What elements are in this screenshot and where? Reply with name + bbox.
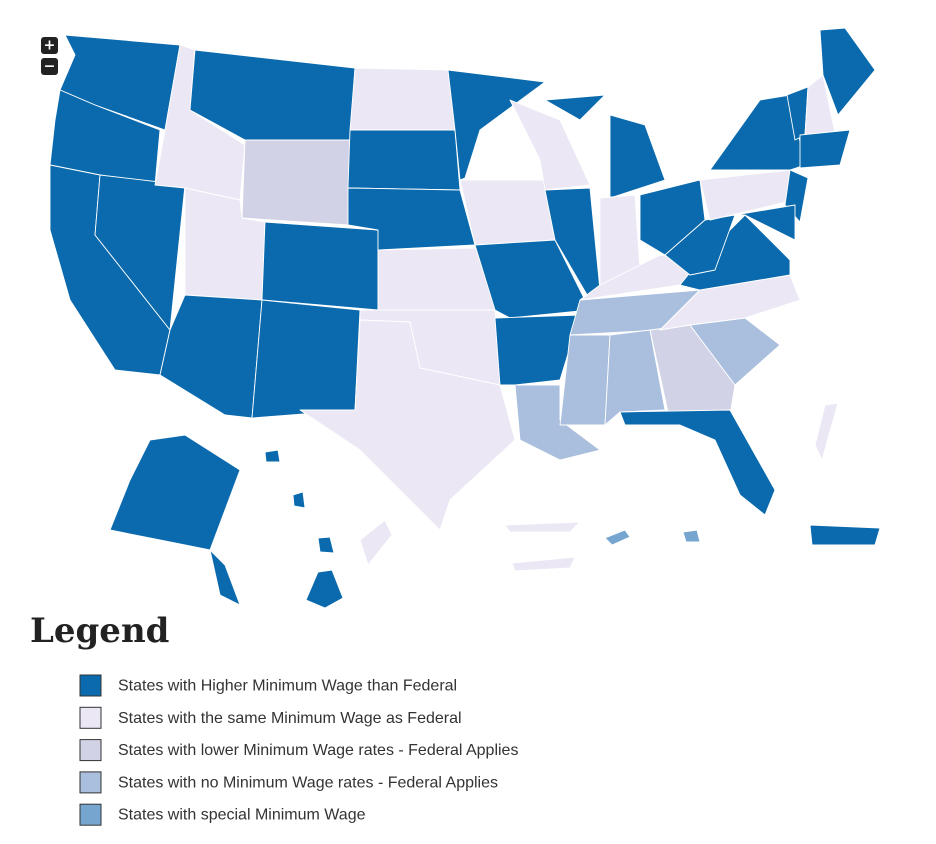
legend-title: Legend [30, 611, 169, 651]
state [619, 409, 776, 516]
legend-label: States with lower Minimum Wage rates - F… [118, 742, 518, 759]
state [209, 549, 241, 606]
state [359, 519, 393, 566]
state [305, 569, 344, 609]
state [504, 521, 581, 533]
legend-label: States with Higher Minimum Wage than Fed… [118, 678, 457, 695]
zoom-in-label: + [44, 38, 56, 54]
state [609, 114, 666, 199]
zoom-out-label: − [44, 59, 56, 75]
legend-label: States with the same Minimum Wage as Fed… [118, 710, 462, 727]
state [299, 319, 516, 531]
legend-label: States with no Minimum Wage rates - Fede… [118, 774, 498, 791]
legend-swatch [79, 706, 102, 729]
zoom-out-button[interactable]: − [41, 58, 58, 75]
state [317, 536, 335, 554]
state [814, 402, 839, 461]
state [511, 556, 576, 572]
state [544, 94, 606, 121]
us-map [49, 27, 881, 609]
state [241, 139, 351, 226]
state [292, 491, 306, 509]
state [734, 204, 796, 241]
state [109, 434, 241, 551]
state [682, 529, 701, 543]
state [809, 524, 881, 546]
zoom-in-bg [41, 37, 58, 54]
state [377, 247, 496, 311]
state [819, 27, 876, 116]
zoom-in-button[interactable]: + [41, 37, 58, 54]
legend-label: States with special Minimum Wage [118, 807, 366, 824]
state [604, 329, 666, 426]
state [159, 294, 263, 419]
state [604, 529, 631, 546]
legend-swatch [79, 771, 102, 794]
state [514, 384, 601, 461]
legend: States with Higher Minimum Wage than Fed… [79, 674, 518, 826]
zoom-out-bg [41, 58, 58, 75]
state [347, 129, 461, 191]
legend-swatch [79, 739, 102, 762]
state [251, 299, 361, 419]
state [474, 239, 591, 319]
state [799, 129, 851, 169]
state [459, 179, 556, 246]
state [447, 69, 546, 181]
state [664, 214, 736, 276]
legend-swatch [79, 674, 102, 697]
state [264, 449, 281, 463]
state [509, 99, 591, 191]
state [261, 221, 379, 311]
state [494, 314, 581, 386]
legend-swatch [79, 803, 102, 826]
state [349, 67, 456, 131]
